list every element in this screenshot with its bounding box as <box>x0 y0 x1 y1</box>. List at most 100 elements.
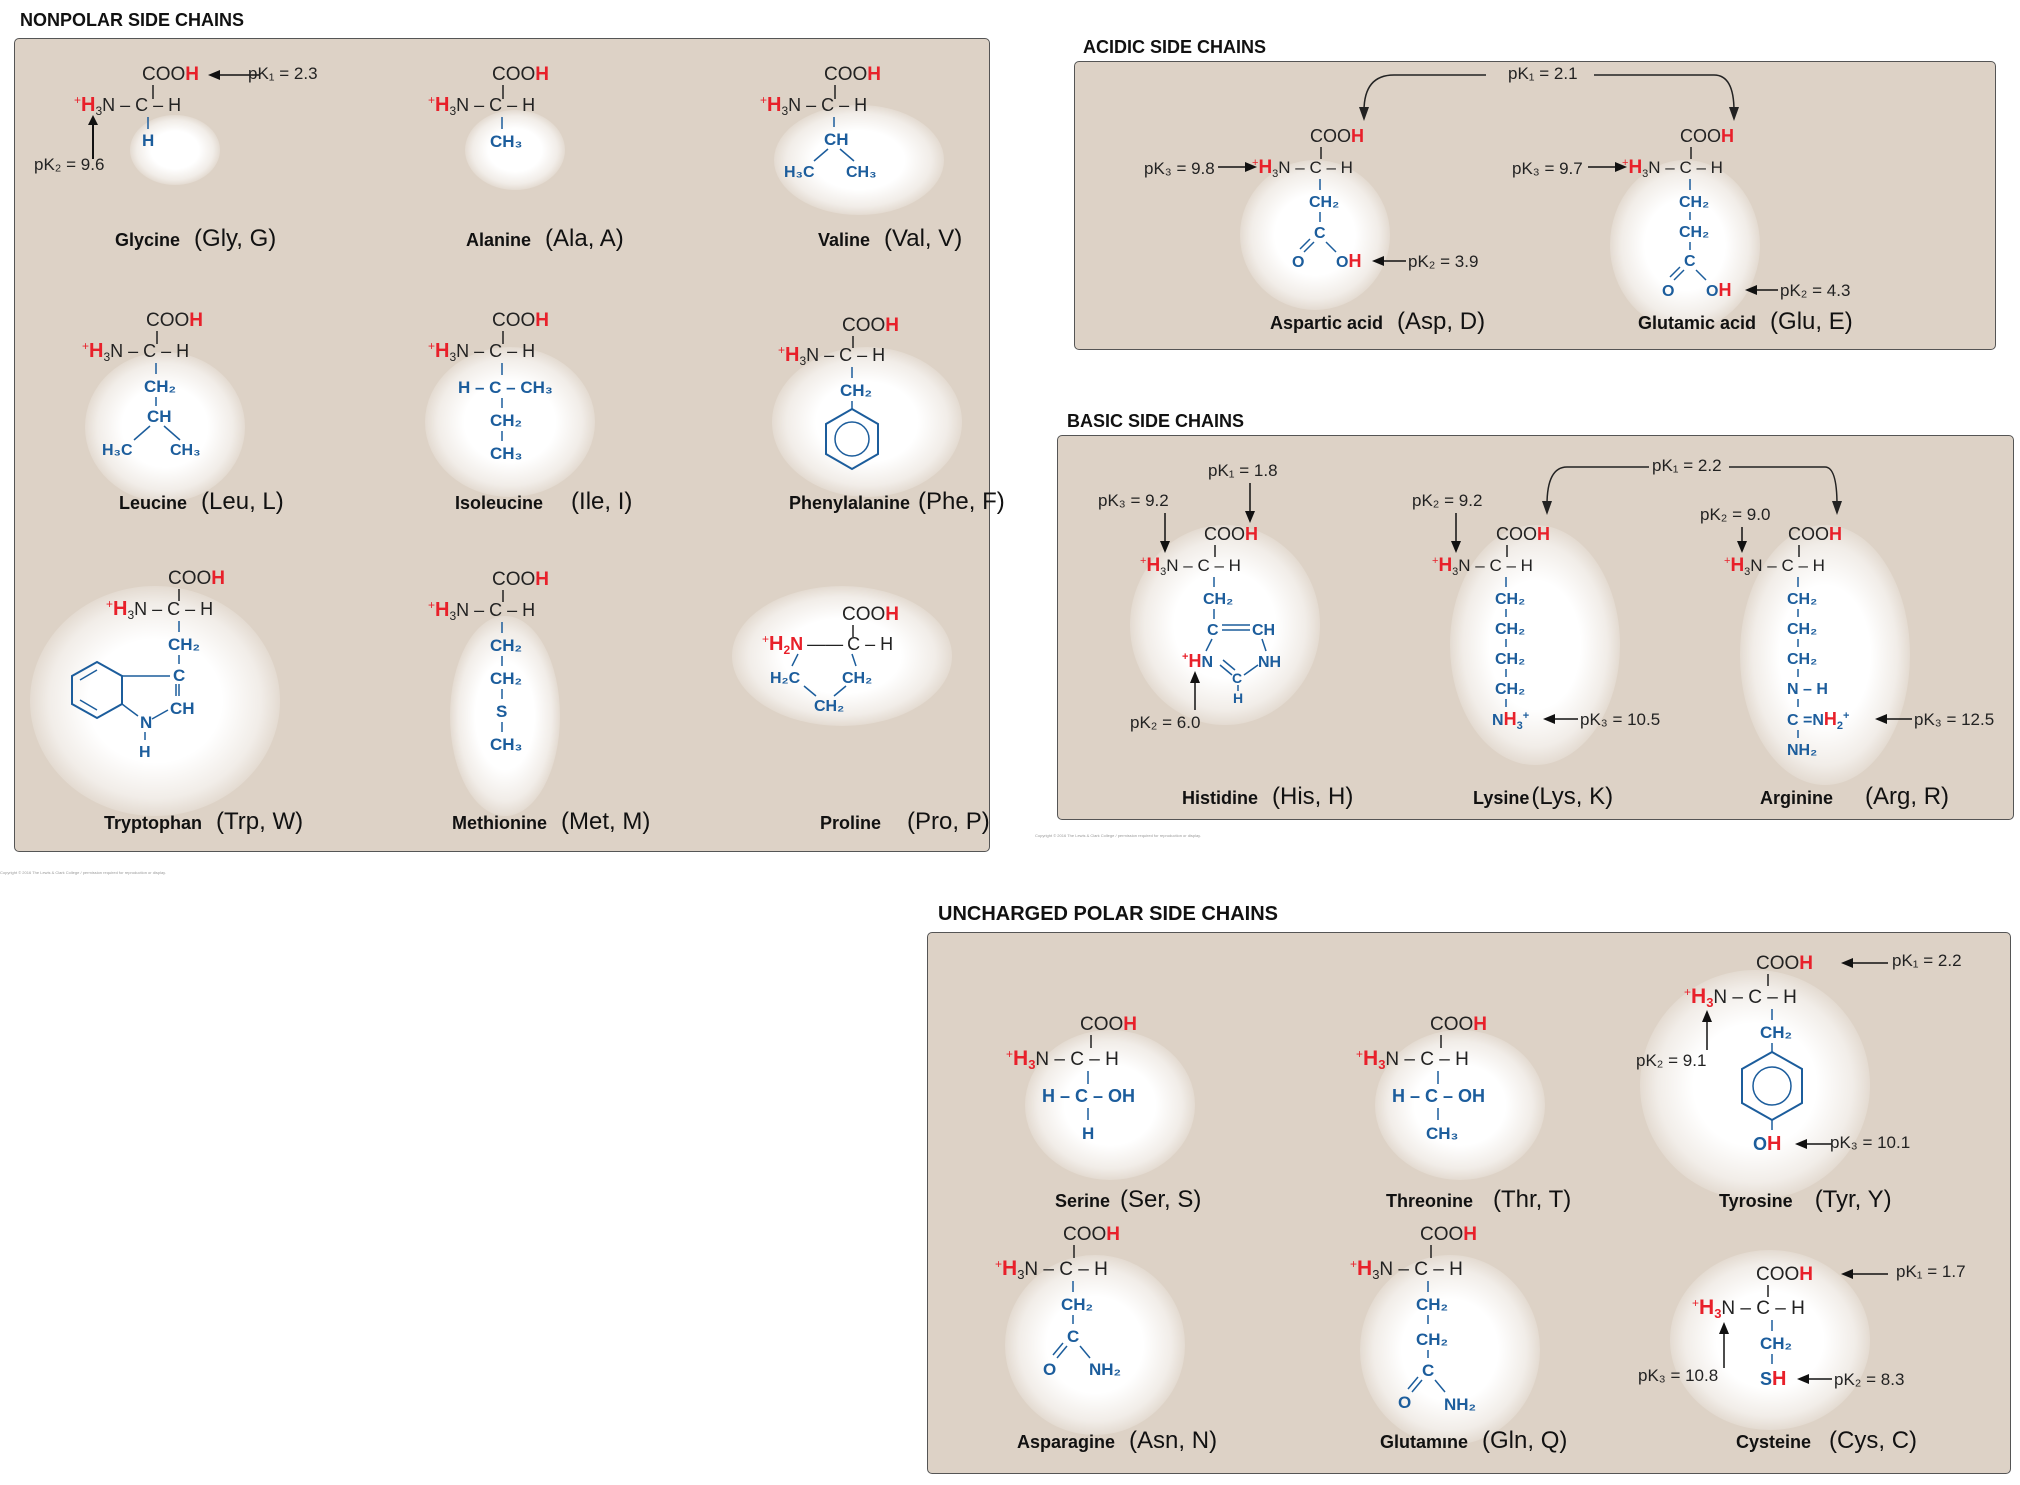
svg-text:+H2N——C – H: +H2N —— C – H <box>762 632 893 657</box>
arginine-caption: Arginine (Arg, R) <box>1760 783 1950 810</box>
leucine-card: COOH +H3N – C – H CH₂ CH H₃C CH₃ Leucine… <box>30 302 330 522</box>
acidic-pk1: pK₁ = 2.1 <box>1508 64 1578 83</box>
glycine-caption: Glycine (Gly, G) <box>115 225 277 252</box>
glycine-pk1: pK₁ = 2.3 <box>248 64 318 83</box>
svg-text:COOH: COOH <box>146 310 203 331</box>
cysteine-card: COOH +H3N – C – H CH₂ SH pK₁ = 1.7 pK₃ =… <box>1620 1240 2010 1470</box>
glutamic-pk3: pK₃ = 9.7 <box>1512 159 1583 178</box>
cysteine-pk3: pK₃ = 10.8 <box>1638 1366 1719 1385</box>
aspartic-pk2: pK₂ = 3.9 <box>1408 252 1479 271</box>
svg-text:N: N <box>140 713 152 732</box>
svg-text:H: H <box>1233 690 1243 706</box>
proline-caption: Proline (Pro, P) <box>820 808 990 835</box>
svg-text:H₃C: H₃C <box>102 442 133 459</box>
phenylalanine-card: COOH +H3N – C – H CH₂ Phenylalanine (Phe,… <box>712 302 1022 522</box>
svg-text:CH₂: CH₂ <box>1787 591 1817 608</box>
glutamic-acid-card: COOH +H3N – C – H CH₂ CH₂ C O OH pK₃ = 9… <box>1510 120 1990 345</box>
basic-pk1-connector <box>1542 466 1842 515</box>
arginine-card: COOH +H3N – C – H CH₂ CH₂ CH₂ N – H C =N… <box>1700 455 2010 815</box>
benzene-ring-icon <box>825 407 879 471</box>
svg-text:+H3N – C – H: +H3N – C – H <box>778 343 885 368</box>
glutamine-card: COOH +H3N – C – H CH₂ CH₂ C O NH₂ Glutam… <box>1340 1220 1620 1470</box>
svg-text:+H3N – C – H: +H3N – C – H <box>760 93 867 118</box>
valine-caption: Valine (Val, V) <box>818 225 963 252</box>
svg-text:CH₂: CH₂ <box>814 698 844 715</box>
svg-text:O: O <box>1043 1360 1056 1379</box>
svg-text:H₃C: H₃C <box>784 164 815 181</box>
svg-text:C: C <box>1232 670 1242 686</box>
svg-text:OH: OH <box>1336 251 1361 271</box>
aspartic-acid-card: COOH +H3N – C – H CH₂ C O OH pK₃ = 9.8 p… <box>1140 120 1490 345</box>
svg-text:+H3N – C – H: +H3N – C – H <box>428 93 535 118</box>
glycine-pk2: pK₂ = 9.6 <box>34 155 105 174</box>
svg-text:COOH: COOH <box>1420 1224 1477 1245</box>
svg-text:NH: NH <box>1258 654 1281 671</box>
svg-text:COOH: COOH <box>1310 126 1364 146</box>
svg-text:CH₃: CH₃ <box>490 444 522 463</box>
svg-text:COOH: COOH <box>842 604 899 625</box>
polar-section-title: UNCHARGED POLAR SIDE CHAINS <box>938 903 1279 925</box>
svg-text:+H3N – C – H: +H3N – C – H <box>1006 1047 1119 1072</box>
svg-text:CH₂: CH₂ <box>490 411 522 430</box>
svg-text:H – C – OH: H – C – OH <box>1042 1086 1135 1106</box>
svg-text:H: H <box>142 131 154 150</box>
histidine-pk2: pK₂ = 6.0 <box>1130 713 1201 732</box>
tyrosine-card: COOH +H3N – C – H CH₂ OH pK₁ = 2.2 pK₂ =… <box>1620 940 2010 1225</box>
serine-caption: Serine (Ser, S) <box>1055 1186 1202 1213</box>
svg-text:C: C <box>1314 225 1326 242</box>
svg-text:COOH: COOH <box>1756 953 1813 974</box>
svg-text:O: O <box>1662 283 1674 300</box>
acidic-section-title: ACIDIC SIDE CHAINS <box>1083 37 1267 57</box>
tryptophan-card: COOH +H3N – C – H CH₂ C CH N H Tryptopha… <box>30 556 350 846</box>
nonpolar-section-title: NONPOLAR SIDE CHAINS <box>20 10 245 30</box>
svg-text:CH₂: CH₂ <box>144 377 176 396</box>
svg-text:O: O <box>1292 254 1304 271</box>
svg-text:CH₂: CH₂ <box>1495 651 1525 668</box>
svg-text:CH₂: CH₂ <box>1787 621 1817 638</box>
svg-text:OH: OH <box>1753 1133 1781 1155</box>
svg-text:NH3+: NH3+ <box>1492 709 1529 732</box>
svg-text:COOH: COOH <box>1496 524 1550 544</box>
svg-text:NH₂: NH₂ <box>1444 1395 1476 1414</box>
glutamic-acid-caption: Glutamic acid (Glu, E) <box>1638 308 1853 335</box>
tyrosine-caption: Tyrosine (Tyr, Y) <box>1719 1186 1892 1213</box>
cooh-group: COOH <box>142 64 199 85</box>
svg-text:CH₂: CH₂ <box>1495 621 1525 638</box>
svg-text:CH₃: CH₃ <box>1426 1124 1458 1143</box>
svg-text:CH₂: CH₂ <box>1061 1295 1093 1314</box>
histidine-pk1: pK₁ = 1.8 <box>1208 461 1278 480</box>
glutamic-pk2: pK₂ = 4.3 <box>1780 281 1851 300</box>
svg-text:COOH: COOH <box>824 64 881 85</box>
svg-text:+H3N – C – H: +H3N – C – H <box>1432 555 1533 578</box>
svg-text:C: C <box>1067 1327 1079 1346</box>
tyrosine-pk2: pK₂ = 9.1 <box>1636 1051 1707 1070</box>
svg-text:C: C <box>1684 253 1696 270</box>
svg-text:CH₂: CH₂ <box>490 636 522 655</box>
svg-text:COOH: COOH <box>492 310 549 331</box>
svg-text:COOH: COOH <box>1080 1014 1137 1035</box>
svg-text:CH₂: CH₂ <box>490 669 522 688</box>
svg-text:SH: SH <box>1760 1368 1786 1390</box>
threonine-card: COOH +H3N – C – H H – C – OH CH₃ Threoni… <box>1350 1000 1630 1225</box>
svg-text:COOH: COOH <box>1063 1224 1120 1245</box>
histidine-card: COOH +H3N – C – H CH₂ C CH +HN NH C H pK… <box>1080 455 1390 815</box>
svg-text:COOH: COOH <box>492 569 549 590</box>
svg-text:+H3N – C – H: +H3N – C – H <box>106 597 213 622</box>
svg-text:COOH: COOH <box>1788 524 1842 544</box>
isoleucine-caption: Isoleucine (Ile, I) <box>455 488 633 515</box>
svg-text:O: O <box>1398 1393 1411 1412</box>
phenol-ring-icon <box>1741 1050 1803 1122</box>
svg-text:CH₂: CH₂ <box>1495 591 1525 608</box>
svg-text:CH: CH <box>147 407 172 426</box>
svg-text:+H3N – C – H: +H3N – C – H <box>428 598 535 623</box>
histidine-pk3: pK₃ = 9.2 <box>1098 491 1169 510</box>
acidic-pk1-connector <box>1359 74 1739 121</box>
arginine-pk3: pK₃ = 12.5 <box>1914 710 1995 729</box>
svg-text:CH₂: CH₂ <box>1416 1295 1448 1314</box>
svg-text:COOH: COOH <box>168 568 225 589</box>
svg-text:+HN: +HN <box>1182 651 1213 671</box>
glutamine-caption: Glutamıne (Gln, Q) <box>1380 1427 1568 1454</box>
svg-text:C: C <box>1422 1361 1434 1380</box>
svg-text:CH₃: CH₃ <box>170 442 201 459</box>
svg-text:CH₂: CH₂ <box>840 381 872 400</box>
